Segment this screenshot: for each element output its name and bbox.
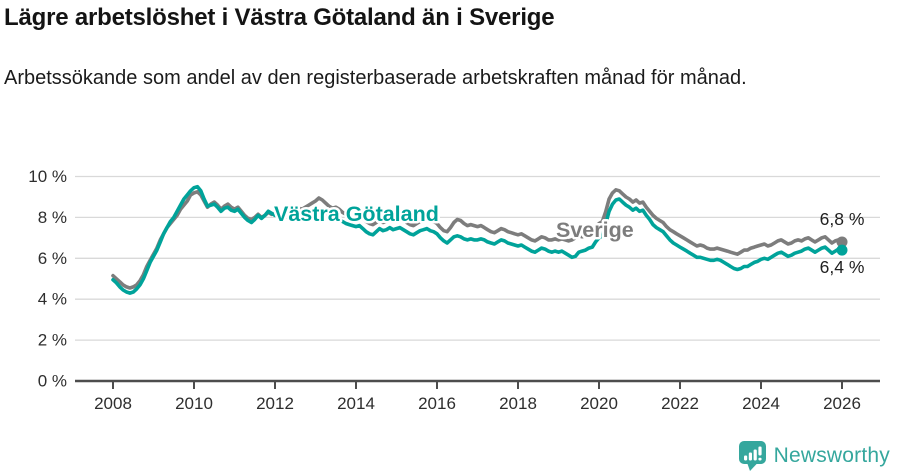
series-end-dot-v-stra-g-taland: [836, 244, 848, 256]
chart-subtitle: Arbetssökande som andel av den registerb…: [4, 67, 747, 89]
end-value-label-v-stra-g-taland: 6,4 %: [820, 257, 865, 277]
y-tick-label: 10 %: [28, 167, 67, 186]
x-tick-label: 2010: [175, 394, 213, 413]
x-tick-label: 2016: [418, 394, 456, 413]
x-tick-label: 2018: [499, 394, 537, 413]
y-tick-label: 2 %: [38, 331, 67, 350]
x-tick-label: 2024: [742, 394, 780, 413]
series-label-v-stra-g-taland: Västra Götaland: [274, 202, 439, 226]
newsworthy-logo: Newsworthy: [737, 439, 890, 472]
series-label-sverige: Sverige: [556, 218, 634, 242]
x-tick-label: 2020: [580, 394, 618, 413]
series-end-dot-sverige: [836, 236, 848, 248]
y-tick-label: 6 %: [38, 249, 67, 268]
x-tick-label: 2022: [661, 394, 699, 413]
x-tick-label: 2014: [337, 394, 375, 413]
y-tick-label: 4 %: [38, 290, 67, 309]
x-tick-label: 2008: [94, 394, 132, 413]
logo-wordmark: Newsworthy: [773, 443, 890, 467]
y-tick-label: 8 %: [38, 208, 67, 227]
bar-chart-speech-bubble-icon: [738, 441, 766, 471]
chart-title: Lägre arbetslöshet i Västra Götaland än …: [4, 4, 555, 31]
series-line-v-stra-g-taland: [111, 184, 844, 295]
x-tick-label: 2026: [823, 394, 861, 413]
y-tick-label: 0 %: [38, 372, 67, 391]
x-tick-label: 2012: [256, 394, 294, 413]
end-value-label-sverige: 6,8 %: [820, 209, 865, 229]
